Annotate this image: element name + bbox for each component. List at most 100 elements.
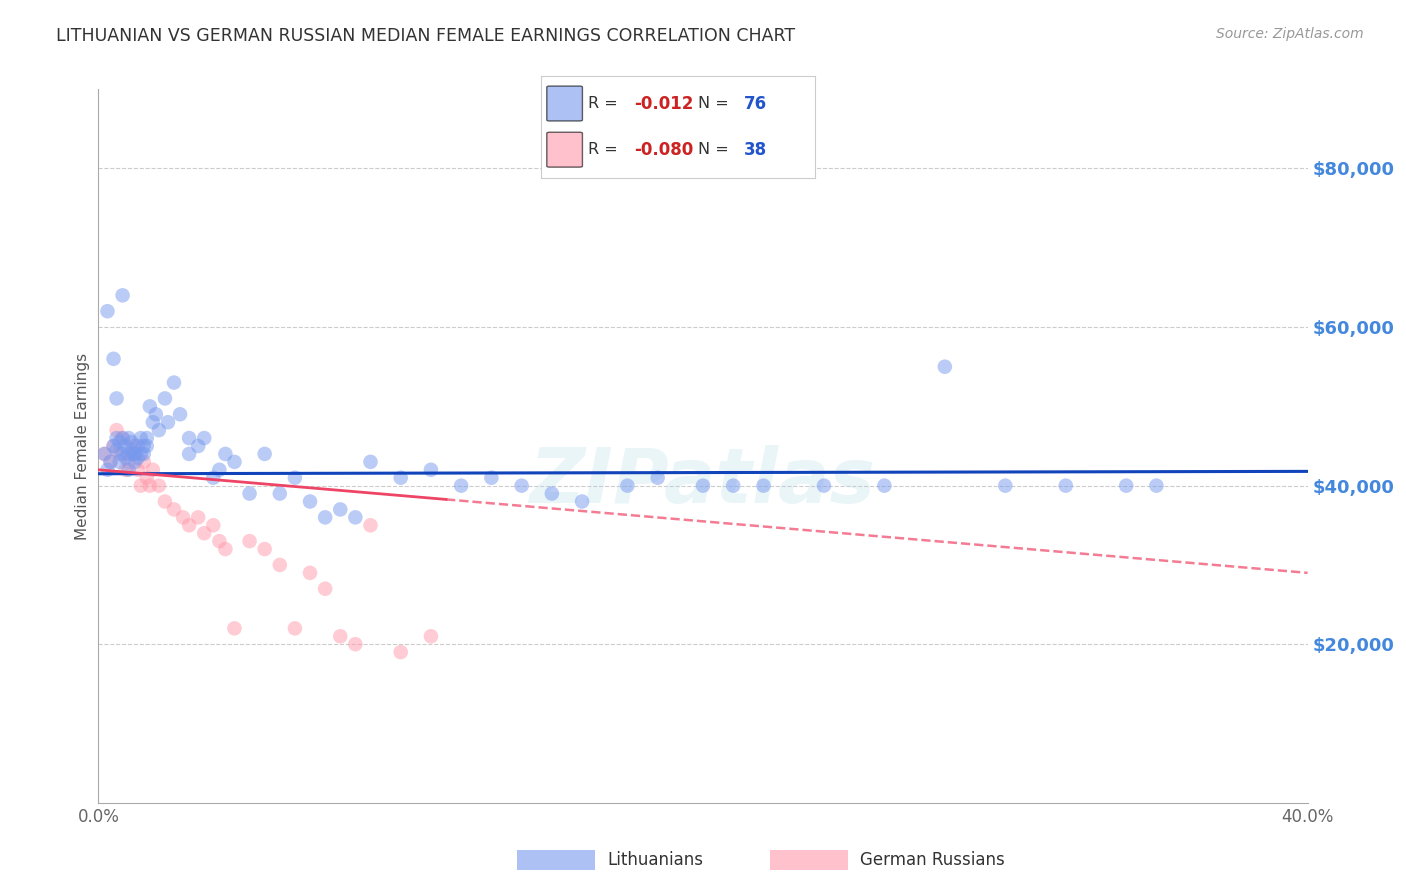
Point — [873, 478, 896, 492]
Y-axis label: Median Female Earnings: Median Female Earnings — [75, 352, 90, 540]
Point — [156, 415, 179, 429]
Point — [135, 471, 157, 485]
Point — [752, 478, 775, 492]
Point — [148, 478, 170, 492]
Point — [299, 494, 322, 508]
Point — [253, 542, 276, 557]
Point — [121, 447, 143, 461]
Point — [208, 534, 231, 549]
Point — [135, 439, 157, 453]
Point — [214, 447, 236, 461]
Point — [142, 463, 165, 477]
Point — [105, 431, 128, 445]
Point — [389, 645, 412, 659]
Text: 76: 76 — [744, 95, 768, 112]
Point — [100, 455, 122, 469]
Point — [124, 447, 146, 461]
Point — [163, 502, 186, 516]
Point — [647, 471, 669, 485]
Point — [135, 431, 157, 445]
Point — [108, 435, 131, 450]
Point — [96, 304, 118, 318]
Point — [214, 542, 236, 557]
Point — [124, 447, 146, 461]
Point — [420, 629, 443, 643]
Point — [193, 431, 215, 445]
Point — [93, 447, 115, 461]
Point — [179, 447, 201, 461]
Point — [202, 518, 225, 533]
Point — [105, 442, 128, 457]
Point — [239, 486, 262, 500]
Text: N =: N = — [697, 142, 728, 157]
Text: -0.012: -0.012 — [634, 95, 695, 112]
Point — [420, 463, 443, 477]
Point — [118, 447, 141, 461]
Point — [111, 431, 134, 445]
Point — [111, 431, 134, 445]
Point — [344, 637, 367, 651]
Point — [208, 463, 231, 477]
Point — [187, 510, 209, 524]
Point — [314, 510, 336, 524]
Point — [239, 534, 262, 549]
Point — [100, 455, 122, 469]
Text: German Russians: German Russians — [860, 851, 1005, 869]
Point — [124, 439, 146, 453]
Point — [994, 478, 1017, 492]
Point — [114, 450, 136, 465]
Point — [344, 510, 367, 524]
Point — [142, 415, 165, 429]
Point — [127, 450, 149, 465]
Point — [129, 431, 152, 445]
Point — [148, 423, 170, 437]
Point — [389, 471, 412, 485]
Point — [450, 478, 472, 492]
Point — [114, 463, 136, 477]
Point — [329, 629, 352, 643]
Text: 38: 38 — [744, 141, 768, 159]
Point — [723, 478, 745, 492]
Point — [481, 471, 503, 485]
Point — [121, 435, 143, 450]
Point — [114, 439, 136, 453]
Text: LITHUANIAN VS GERMAN RUSSIAN MEDIAN FEMALE EARNINGS CORRELATION CHART: LITHUANIAN VS GERMAN RUSSIAN MEDIAN FEMA… — [56, 27, 796, 45]
Point — [934, 359, 956, 374]
Point — [139, 478, 162, 492]
Point — [124, 455, 146, 469]
Text: ZIPatlas: ZIPatlas — [530, 445, 876, 518]
Point — [132, 455, 155, 469]
FancyBboxPatch shape — [547, 87, 582, 121]
Point — [108, 455, 131, 469]
Text: R =: R = — [588, 96, 617, 111]
Point — [571, 494, 593, 508]
Point — [103, 351, 125, 366]
Point — [1115, 478, 1137, 492]
Point — [103, 439, 125, 453]
Point — [172, 510, 194, 524]
Point — [616, 478, 638, 492]
FancyBboxPatch shape — [547, 132, 582, 167]
Point — [540, 486, 562, 500]
Point — [224, 455, 246, 469]
Point — [169, 407, 191, 421]
Point — [111, 288, 134, 302]
Point — [103, 439, 125, 453]
Point — [132, 447, 155, 461]
Point — [179, 518, 201, 533]
Point — [121, 442, 143, 457]
Text: Lithuanians: Lithuanians — [607, 851, 703, 869]
Point — [118, 455, 141, 469]
Point — [329, 502, 352, 516]
Point — [108, 447, 131, 461]
Point — [1054, 478, 1077, 492]
Point — [187, 439, 209, 453]
Point — [269, 558, 291, 572]
Point — [1144, 478, 1167, 492]
Point — [314, 582, 336, 596]
Point — [105, 423, 128, 437]
Point — [360, 455, 382, 469]
Point — [692, 478, 714, 492]
Point — [111, 447, 134, 461]
Point — [269, 486, 291, 500]
